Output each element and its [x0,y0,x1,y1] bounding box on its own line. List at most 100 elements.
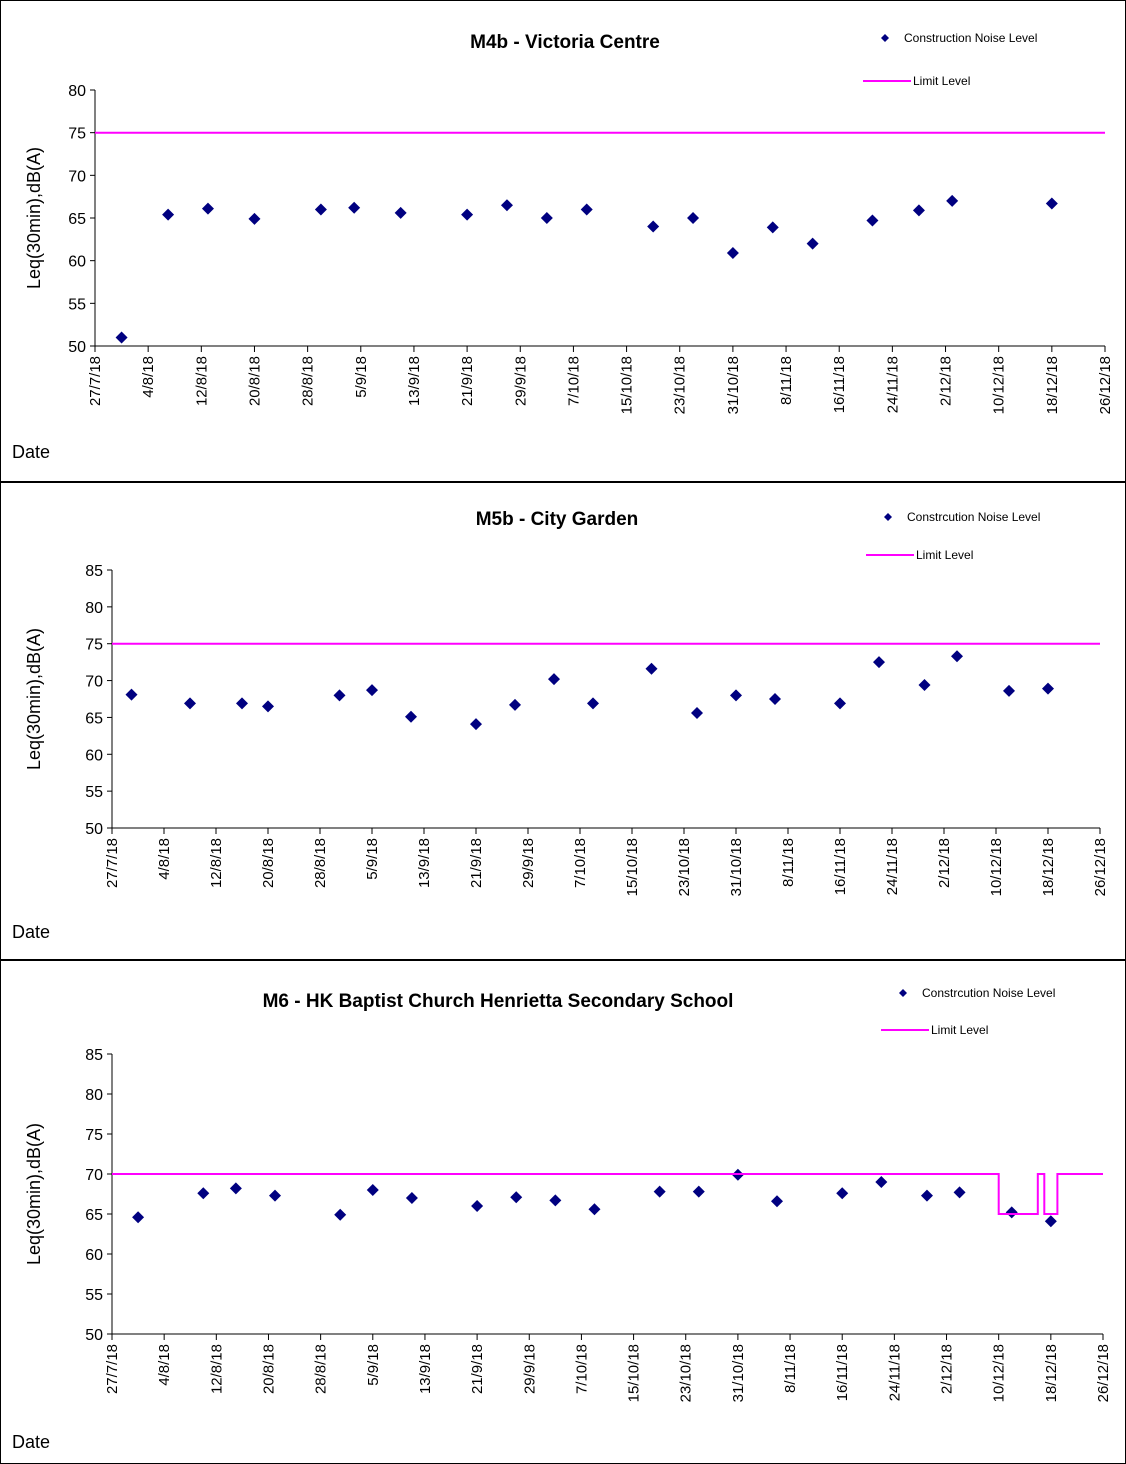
noise-level-point [500,199,513,212]
noise-level-point [162,208,175,221]
legend-label-noise: Constrcution Noise Level [922,986,1055,1000]
y-tick-label: 75 [68,126,86,143]
legend-label-noise: Constrcution Noise Level [907,510,1040,524]
noise-level-point [333,689,346,702]
noise-level-point [1042,682,1054,695]
noise-level-point [366,1184,379,1196]
y-tick-label: 65 [68,211,86,228]
y-tick-label: 55 [85,1287,103,1304]
x-tick-label: 28/8/18 [300,356,317,406]
y-axis-label: Leq(30min),dB(A) [24,147,44,289]
legend-label-limit: Limit Level [916,548,973,562]
noise-level-point [1005,1206,1018,1219]
x-tick-label: 12/8/18 [193,356,210,406]
noise-level-point [1044,1215,1057,1228]
x-tick-label: 23/10/18 [676,838,693,896]
legend-label-limit: Limit Level [931,1023,988,1037]
noise-level-point [540,212,553,224]
noise-level-point [405,1192,418,1204]
x-tick-label: 2/12/18 [939,1344,956,1394]
noise-level-point [687,212,700,224]
x-tick-label: 15/10/18 [624,838,641,896]
x-tick-label: 23/10/18 [678,1344,695,1402]
chart-m6-hk-baptist-church: M6 - HK Baptist Church Henrietta Seconda… [0,960,1126,1464]
noise-level-point [918,678,931,691]
noise-level-point [580,203,593,216]
x-tick-label: 28/8/18 [313,1344,330,1394]
noise-level-point [771,1195,784,1208]
chart-title: M6 - HK Baptist Church Henrietta Seconda… [263,991,734,1012]
x-axis-label: Date [12,1432,50,1452]
noise-level-point [953,1186,966,1199]
chart-frame [0,0,1126,482]
x-tick-label: 31/10/18 [728,838,745,896]
legend-marker-noise [881,34,889,42]
noise-level-point [946,194,959,207]
noise-level-point [248,212,261,225]
noise-level-point [875,1176,888,1188]
x-tick-label: 16/11/18 [831,356,848,413]
y-tick-label: 70 [68,168,86,185]
y-axis-label: Leq(30min),dB(A) [24,1123,44,1265]
x-tick-label: 18/12/18 [1040,838,1057,896]
y-tick-label: 80 [85,600,103,617]
y-axis-label: Leq(30min),dB(A) [24,628,44,770]
x-tick-label: 10/12/18 [991,356,1008,414]
y-tick-label: 85 [85,1047,103,1064]
x-axis-label: Date [12,442,50,462]
x-tick-label: 24/11/18 [884,356,901,413]
y-tick-label: 50 [68,339,86,356]
y-tick-label: 55 [68,296,86,313]
x-tick-label: 10/12/18 [991,1344,1008,1402]
noise-level-point [951,650,963,663]
x-tick-label: 12/8/18 [208,1344,225,1394]
x-tick-label: 5/9/18 [365,1344,382,1386]
noise-level-point [471,1200,484,1212]
x-tick-label: 23/10/18 [672,356,689,414]
noise-level-point [510,1191,523,1204]
x-tick-label: 5/9/18 [364,838,381,880]
y-tick-label: 55 [85,784,103,801]
x-tick-label: 26/12/18 [1095,1344,1112,1402]
noise-level-point [405,710,417,723]
x-tick-label: 27/7/18 [104,1344,121,1394]
y-tick-label: 50 [85,1327,103,1344]
noise-level-point [912,204,925,217]
noise-level-point [197,1187,210,1200]
x-tick-label: 7/10/18 [572,838,589,888]
noise-level-point [730,689,742,702]
y-tick-label: 65 [85,1207,103,1224]
x-tick-label: 29/9/18 [521,1344,538,1394]
x-tick-label: 27/7/18 [104,838,121,888]
noise-level-point [184,697,196,710]
x-tick-label: 18/12/18 [1044,356,1061,414]
noise-level-point [268,1189,281,1202]
noise-level-point [201,202,214,215]
x-tick-label: 26/12/18 [1097,356,1114,414]
legend-marker-noise [884,513,892,521]
x-tick-label: 12/8/18 [208,838,225,888]
x-tick-label: 31/10/18 [725,356,742,414]
noise-level-point [1045,197,1058,210]
noise-level-point [692,1185,705,1198]
y-tick-label: 75 [85,637,103,654]
legend-marker-noise [899,989,907,997]
x-tick-label: 24/11/18 [884,838,901,895]
x-tick-label: 16/11/18 [834,1344,851,1401]
noise-level-point [873,656,885,669]
x-tick-label: 13/9/18 [417,1344,434,1394]
x-tick-label: 18/12/18 [1043,1344,1060,1402]
y-tick-label: 65 [85,710,103,727]
noise-level-point [548,673,560,686]
x-tick-label: 20/8/18 [260,838,277,888]
chart-title: M4b - Victoria Centre [470,32,660,53]
y-tick-label: 60 [85,747,103,764]
x-tick-label: 20/8/18 [246,356,263,406]
noise-level-point [691,707,703,720]
x-tick-label: 2/12/18 [938,356,955,406]
noise-level-point [509,698,521,711]
limit-level-line [112,1173,1103,1215]
noise-level-point [766,221,779,234]
noise-level-point [132,1211,145,1224]
x-tick-label: 7/10/18 [573,1344,590,1394]
